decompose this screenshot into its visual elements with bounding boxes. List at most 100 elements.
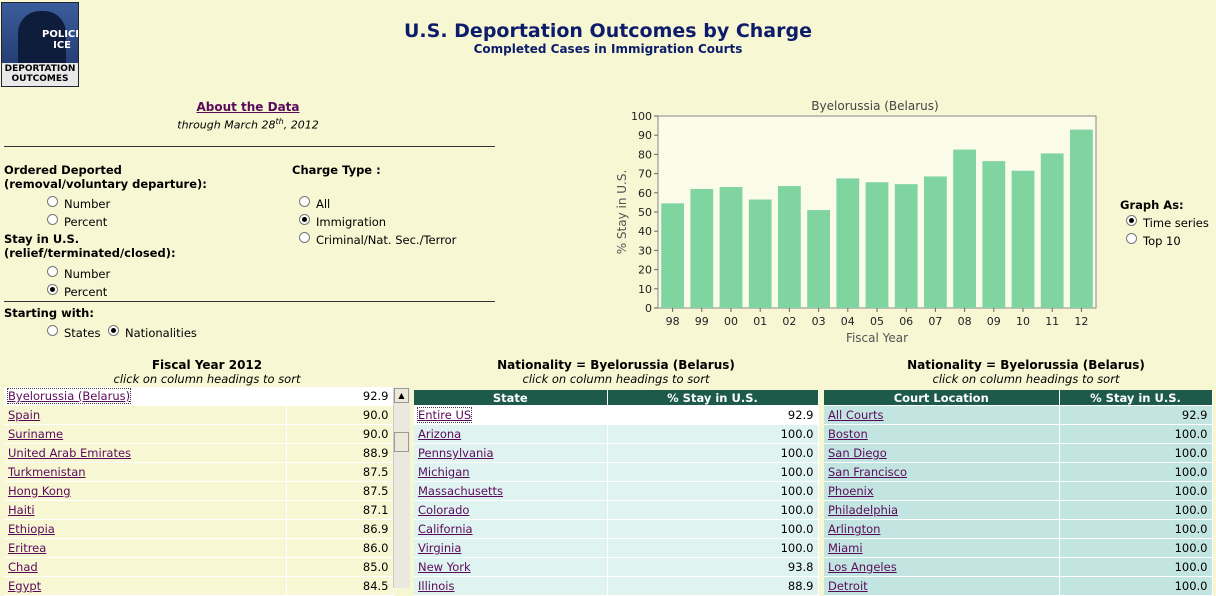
row-link[interactable]: Philadelphia [828, 503, 898, 517]
row-link[interactable]: Entire US [418, 408, 471, 422]
row-link[interactable]: Massachusetts [418, 484, 503, 498]
scroll-up-icon[interactable]: ▲ [394, 388, 409, 403]
row-link[interactable]: Spain [8, 408, 40, 422]
graph-time-radio[interactable] [1126, 215, 1137, 226]
stay-percent-radio[interactable] [47, 284, 58, 295]
x-tick-label: 05 [870, 315, 884, 328]
chart-bar [924, 176, 947, 308]
row-link[interactable]: Detroit [828, 579, 868, 593]
row-link[interactable]: Hong Kong [8, 484, 71, 498]
row-link[interactable]: Arizona [418, 427, 461, 441]
row-link[interactable]: Turkmenistan [8, 465, 86, 479]
table-row: Arizona 100.0 [414, 425, 818, 444]
charge-type-label: Charge Type : [292, 163, 381, 177]
row-name-cell: Colorado [414, 501, 607, 520]
x-tick-label: 99 [695, 315, 709, 328]
charge-criminal-radio[interactable] [299, 232, 310, 243]
row-link[interactable]: Suriname [8, 427, 63, 441]
table-row: California 100.0 [414, 520, 818, 539]
x-tick-label: 98 [666, 315, 680, 328]
row-value-cell: 100.0 [1059, 577, 1212, 596]
row-link[interactable]: Phoenix [828, 484, 874, 498]
row-link[interactable]: Eritrea [8, 541, 46, 555]
row-link[interactable]: Colorado [418, 503, 469, 517]
row-link[interactable]: United Arab Emirates [8, 446, 131, 460]
graph-top10-radio[interactable] [1126, 233, 1137, 244]
row-link[interactable]: Ethiopia [8, 522, 55, 536]
graph-top10-option[interactable]: Top 10 [1126, 234, 1181, 248]
bar-chart: 0 10 20 30 40 50 60 70 80 90 100 98 99 00 01 02 03 04 05 0… [610, 108, 1110, 348]
row-link[interactable]: California [418, 522, 473, 536]
col-state-header[interactable]: State [414, 390, 607, 406]
charge-immigration-radio[interactable] [299, 214, 310, 225]
start-states-radio[interactable] [47, 325, 58, 336]
row-link[interactable]: Virginia [418, 541, 461, 555]
table-row: Colorado 100.0 [414, 501, 818, 520]
table-row: Los Angeles 100.0 [824, 558, 1212, 577]
y-tick-label: 20 [638, 264, 652, 277]
table-row: Ethiopia 86.9 [4, 520, 393, 539]
od-number-option[interactable]: Number [47, 197, 110, 211]
col-court-stay-header[interactable]: % Stay in U.S. [1059, 390, 1212, 406]
table-row: Hong Kong 87.5 [4, 482, 393, 501]
row-link[interactable]: Egypt [8, 579, 41, 593]
row-value-cell: 100.0 [1059, 520, 1212, 539]
stay-number-option[interactable]: Number [47, 267, 110, 281]
row-link[interactable]: Boston [828, 427, 868, 441]
od-percent-option[interactable]: Percent [47, 215, 107, 229]
x-tick-label: 10 [1016, 315, 1030, 328]
row-name-cell: Michigan [414, 463, 607, 482]
row-link[interactable]: Michigan [418, 465, 470, 479]
od-percent-radio[interactable] [47, 214, 58, 225]
od-number-radio[interactable] [47, 196, 58, 207]
row-link[interactable]: Illinois [418, 579, 455, 593]
table-row: All Courts 92.9 [824, 406, 1212, 425]
row-link[interactable]: Byelorussia (Belarus) [8, 389, 130, 403]
charge-immigration-option[interactable]: Immigration [299, 215, 386, 229]
start-nationalities-option[interactable]: Nationalities [108, 326, 197, 340]
row-link[interactable]: San Diego [828, 446, 887, 460]
row-name-cell: Virginia [414, 539, 607, 558]
row-link[interactable]: Los Angeles [828, 560, 897, 574]
start-states-option[interactable]: States [47, 326, 100, 340]
table-row: Pennsylvania 100.0 [414, 444, 818, 463]
row-link[interactable]: Arlington [828, 522, 880, 536]
charge-all-radio[interactable] [299, 196, 310, 207]
row-link[interactable]: Pennsylvania [418, 446, 494, 460]
row-link[interactable]: New York [418, 560, 471, 574]
table1-scrollbar[interactable]: ▲ [393, 388, 410, 588]
stay-number-radio[interactable] [47, 266, 58, 277]
row-value-cell: 100.0 [607, 463, 818, 482]
row-value-cell: 86.9 [286, 520, 393, 539]
row-value-cell: 87.5 [286, 482, 393, 501]
chart-bar [690, 189, 713, 308]
row-link[interactable]: Haiti [8, 503, 35, 517]
data-date-text: through March 28 [177, 119, 275, 132]
row-name-cell: Pennsylvania [414, 444, 607, 463]
chart-bar [720, 187, 743, 308]
row-link[interactable]: Miami [828, 541, 863, 555]
start-nationalities-radio[interactable] [108, 325, 119, 336]
row-link[interactable]: All Courts [828, 408, 884, 422]
graph-as-label: Graph As: [1120, 198, 1184, 212]
scroll-thumb[interactable] [394, 432, 409, 452]
x-tick-label: 03 [812, 315, 826, 328]
x-tick-label: 08 [958, 315, 972, 328]
row-value-cell: 87.1 [286, 501, 393, 520]
page-subtitle: Completed Cases in Immigration Courts [0, 42, 1216, 56]
col-court-header[interactable]: Court Location [824, 390, 1059, 406]
table-row: Egypt 84.5 [4, 577, 393, 596]
graph-time-option[interactable]: Time series [1126, 216, 1209, 230]
y-tick-label: 70 [638, 168, 652, 181]
row-value-cell: 86.0 [286, 539, 393, 558]
stay-number-label: Number [64, 267, 110, 281]
row-link[interactable]: San Francisco [828, 465, 907, 479]
row-name-cell: Hong Kong [4, 482, 286, 501]
charge-criminal-option[interactable]: Criminal/Nat. Sec./Terror [299, 233, 456, 247]
charge-all-option[interactable]: All [299, 197, 330, 211]
table-row: Philadelphia 100.0 [824, 501, 1212, 520]
about-data-link[interactable]: About the Data [196, 100, 299, 114]
row-link[interactable]: Chad [8, 560, 38, 574]
col-stay-header[interactable]: % Stay in U.S. [607, 390, 818, 406]
stay-percent-option[interactable]: Percent [47, 285, 107, 299]
